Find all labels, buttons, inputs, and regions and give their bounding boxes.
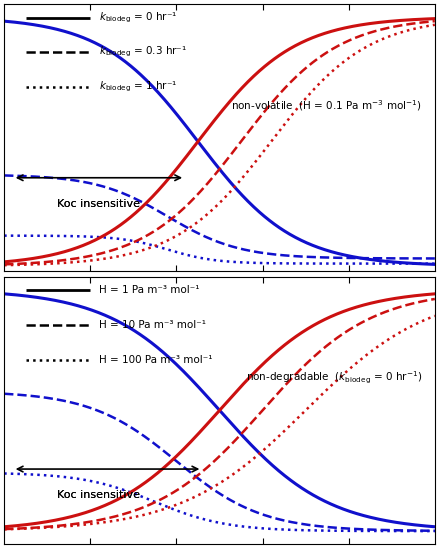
Text: H = 100 Pa m⁻³ mol⁻¹: H = 100 Pa m⁻³ mol⁻¹ bbox=[99, 355, 212, 364]
Text: non-volatile  (H = 0.1 Pa m$^{-3}$ mol$^{-1}$): non-volatile (H = 0.1 Pa m$^{-3}$ mol$^{… bbox=[231, 98, 421, 113]
Text: Koc insensitive: Koc insensitive bbox=[57, 199, 140, 209]
Text: $k_{\rm biodeg}$ = 1 hr⁻¹: $k_{\rm biodeg}$ = 1 hr⁻¹ bbox=[99, 80, 177, 94]
Text: $k_{\rm biodeg}$ = 0 hr⁻¹: $k_{\rm biodeg}$ = 0 hr⁻¹ bbox=[99, 10, 177, 25]
Text: Koc insensitive: Koc insensitive bbox=[57, 490, 140, 500]
Text: H = 1 Pa m⁻³ mol⁻¹: H = 1 Pa m⁻³ mol⁻¹ bbox=[99, 285, 199, 295]
Text: H = 10 Pa m⁻³ mol⁻¹: H = 10 Pa m⁻³ mol⁻¹ bbox=[99, 320, 205, 330]
Text: $k_{\rm biodeg}$ = 0.3 hr⁻¹: $k_{\rm biodeg}$ = 0.3 hr⁻¹ bbox=[99, 45, 187, 59]
Text: Koc insensitive: Koc insensitive bbox=[57, 490, 140, 500]
Text: non-degradable  ($k_{\rm biodeg}$ = 0 hr$^{-1}$): non-degradable ($k_{\rm biodeg}$ = 0 hr$… bbox=[245, 370, 421, 386]
Text: Koc insensitive: Koc insensitive bbox=[57, 199, 140, 209]
